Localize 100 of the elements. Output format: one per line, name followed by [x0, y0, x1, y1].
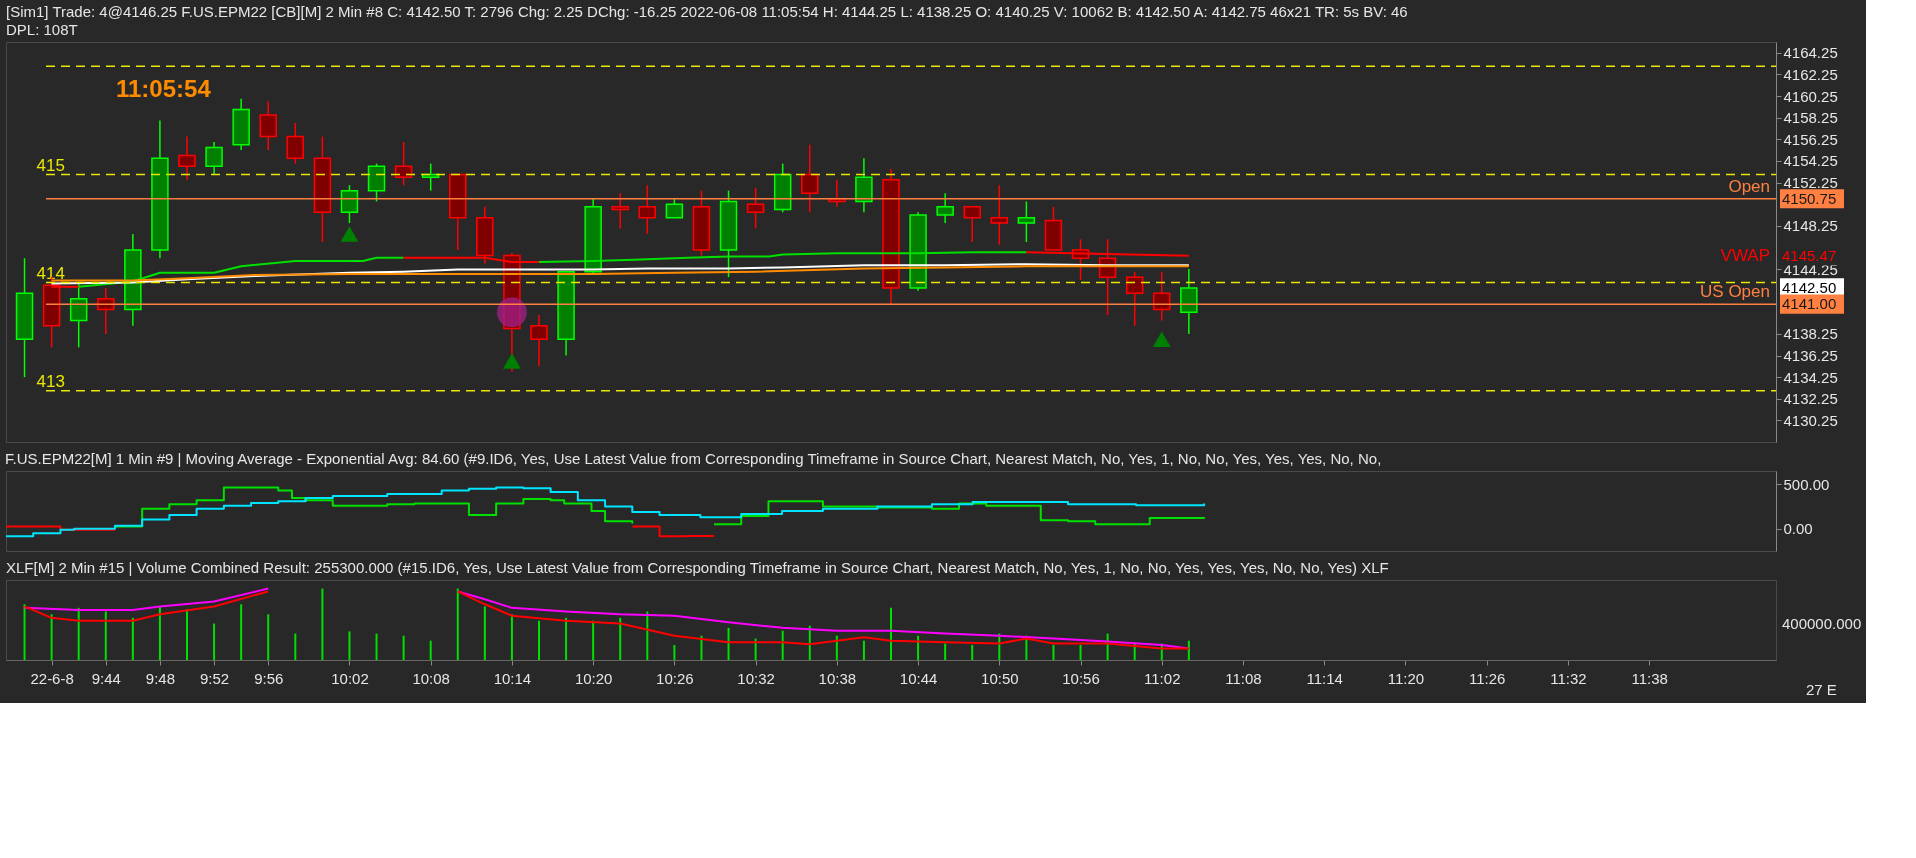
text: 4150.75	[1782, 189, 1837, 207]
x-tick-label: 10:50	[981, 669, 1019, 687]
bar	[944, 643, 947, 660]
bar	[456, 588, 459, 660]
point	[502, 353, 521, 369]
bar	[781, 630, 784, 660]
ref-line-label: Open	[1728, 176, 1770, 196]
bar	[186, 609, 188, 660]
y-tick-label: 4160.25	[1783, 87, 1838, 105]
text: 4141.00	[1782, 295, 1837, 313]
x-tick-label: 10:56	[1062, 669, 1100, 687]
bar	[240, 604, 243, 660]
y-tick-label: 4138.25	[1783, 325, 1838, 343]
bar	[213, 623, 216, 660]
bar	[77, 607, 80, 660]
candlestick	[611, 192, 629, 230]
bar	[50, 614, 53, 660]
point	[496, 297, 527, 328]
bar	[1079, 645, 1082, 660]
y-tick-label: 4154.25	[1783, 152, 1838, 170]
x-tick-label: 9:56	[254, 669, 284, 687]
x-tick-label: 11:20	[1387, 669, 1425, 687]
x-tick-label: 11:32	[1550, 669, 1587, 687]
y2-tick-label: 415	[36, 155, 65, 175]
candlestick	[936, 192, 954, 224]
candlestick	[990, 184, 1009, 246]
bar	[890, 607, 892, 660]
ref-line-label: US Open	[1700, 282, 1770, 302]
y-tick-label: 500.00	[1783, 475, 1830, 493]
text: VWAP	[1720, 245, 1770, 265]
candlestick	[1125, 270, 1144, 327]
x-tick-label: 10:44	[899, 669, 938, 687]
bar	[267, 614, 270, 660]
bar	[862, 640, 865, 660]
bar	[971, 645, 974, 660]
bar	[375, 633, 378, 660]
candlestick	[665, 198, 684, 219]
candlestick	[259, 100, 277, 151]
x-tick-label: 11:26	[1468, 669, 1506, 687]
candlestick	[178, 135, 196, 181]
candlestick	[1017, 200, 1036, 243]
text: 400000.000	[1782, 615, 1862, 632]
x-tick-label: 11:38	[1631, 669, 1668, 687]
bar	[700, 635, 703, 660]
chart-title: XLF[M] 2 Min #15 | Volume Combined Result: 255300.000 (#15.ID6, Yes, Use Latest Value from Corresponding Timeframe in Source Chart, Nearest Match, No, Yes, 1, No, No, Yes, Yes, Yes, No, No, Yes) XLF	[6, 559, 1389, 576]
bar	[348, 631, 351, 660]
candlestick	[746, 187, 765, 230]
x-tick-label: 10:26	[656, 669, 694, 687]
y-tick-label: 4164.25	[1783, 44, 1838, 62]
x-tick-label: 9:52	[199, 669, 230, 687]
bar	[727, 627, 730, 660]
bar	[104, 611, 107, 660]
chart-title: [Sim1] Trade: 4@4146.25 F.US.EPM22 [CB][M] 2 Min #8 C: 4142.50 T: 2796 Chg: 2.25 DChg: -16.25 2022-06-08 11:05:54 H: 4144.25 L: 4138.25 O: 4140.25 V: 10062 B: 4142.50 A: 4142.75 46x21 TR: 5s BV: 46	[6, 3, 1408, 20]
x-tick-label: 11:14	[1306, 669, 1343, 687]
annotation: 11:05:54	[116, 75, 212, 102]
bar	[294, 633, 297, 660]
candlestick	[205, 141, 223, 176]
candlestick	[394, 141, 413, 186]
bar	[1052, 645, 1055, 660]
text: 27 E	[1806, 681, 1837, 698]
x-tick-label: 10:38	[818, 669, 857, 687]
bar	[131, 617, 134, 660]
bar	[321, 588, 324, 660]
y-tick-label: 4130.25	[1783, 411, 1838, 429]
bar	[429, 640, 432, 660]
text: 4142.50	[1782, 278, 1837, 296]
y-tick-label: 4134.25	[1783, 368, 1838, 386]
bar	[538, 620, 540, 660]
x-tick-label: 22-6-8	[30, 669, 74, 687]
bar	[1187, 640, 1190, 660]
y-tick-label: 4156.25	[1783, 130, 1838, 148]
candlestick	[286, 122, 305, 165]
y2-tick-label: 414	[36, 264, 65, 284]
y-tick-label: 0.00	[1783, 520, 1813, 538]
bar	[483, 606, 486, 660]
bar	[917, 635, 920, 660]
bar	[619, 617, 622, 660]
x-tick-label: 9:44	[91, 669, 121, 687]
bar	[565, 617, 568, 660]
chart-subtitle: DPL: 108T	[6, 21, 78, 38]
chart-title: F.US.EPM22[M] 1 Min #9 | Moving Average - Exponential Avg: 84.60 (#9.ID6, Yes, Use Latest Value from Corresponding Timeframe in Source Chart, Nearest Match, No, Yes, 1, No, No, Yes, Yes, Yes, No, No,	[5, 450, 1382, 467]
bar	[592, 620, 595, 660]
x-tick-label: 10:32	[737, 669, 775, 687]
x-tick-label: 10:14	[493, 669, 532, 687]
bar	[158, 606, 161, 660]
x-tick-label: 11:02	[1144, 669, 1181, 687]
y-tick-label: 4148.25	[1783, 217, 1838, 235]
x-tick-label: 10:02	[331, 669, 369, 687]
candlestick	[963, 206, 981, 243]
y-tick-label: 4152.25	[1783, 174, 1838, 192]
y-tick-label: 4158.25	[1783, 109, 1838, 127]
candlestick	[801, 143, 819, 214]
x-tick-label: 10:08	[412, 669, 450, 687]
point	[1152, 331, 1171, 348]
point	[340, 226, 359, 242]
x-tick-label: 11:08	[1225, 669, 1262, 687]
x-tick-label: 10:20	[574, 669, 613, 687]
bar	[402, 635, 405, 660]
bar	[646, 611, 649, 660]
y-tick-label: 4132.25	[1783, 390, 1838, 408]
